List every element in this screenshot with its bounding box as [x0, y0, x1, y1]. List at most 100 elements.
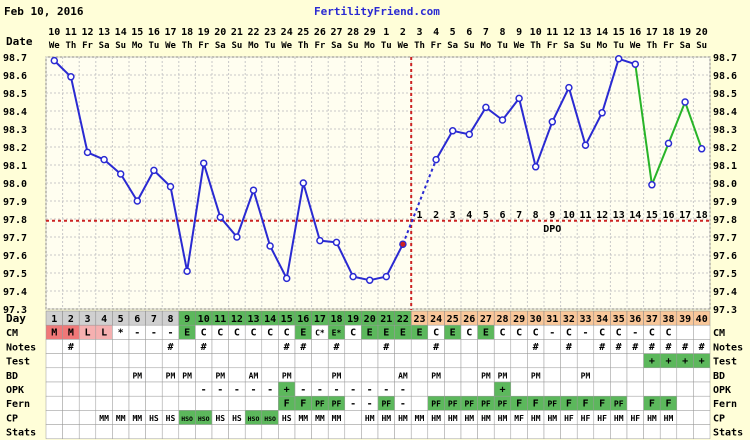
table-cell[interactable]: [78, 424, 97, 440]
table-cell[interactable]: [95, 367, 113, 383]
table-cell[interactable]: [510, 381, 528, 397]
table-cell[interactable]: [211, 424, 229, 440]
table-cell[interactable]: [45, 353, 63, 369]
temp-point[interactable]: [266, 242, 274, 250]
table-cell[interactable]: [576, 339, 595, 354]
temp-point[interactable]: [100, 155, 108, 164]
table-cell[interactable]: [112, 424, 130, 440]
table-cell[interactable]: [460, 424, 478, 440]
table-cell[interactable]: [444, 381, 462, 397]
table-cell[interactable]: [327, 424, 346, 440]
table-cell[interactable]: [195, 353, 213, 369]
table-cell[interactable]: [311, 339, 329, 354]
table-cell[interactable]: [145, 395, 163, 411]
table-cell[interactable]: [576, 424, 595, 440]
table-cell[interactable]: [178, 424, 196, 440]
table-cell[interactable]: [527, 381, 545, 397]
table-cell[interactable]: [228, 424, 246, 440]
table-cell[interactable]: [361, 367, 379, 383]
table-cell[interactable]: [460, 353, 478, 369]
temp-point[interactable]: [482, 103, 490, 112]
table-cell[interactable]: [626, 424, 644, 440]
temp-point[interactable]: [382, 272, 391, 281]
table-cell[interactable]: [62, 367, 80, 383]
table-cell[interactable]: [78, 353, 97, 369]
table-cell[interactable]: [361, 424, 379, 440]
table-cell[interactable]: [95, 381, 113, 397]
table-cell[interactable]: [477, 353, 495, 369]
table-cell[interactable]: [560, 424, 578, 440]
temp-point[interactable]: [50, 56, 59, 65]
table-cell[interactable]: [344, 339, 362, 354]
table-cell[interactable]: [344, 424, 362, 440]
temp-point[interactable]: [249, 186, 258, 194]
table-cell[interactable]: [477, 424, 495, 440]
table-cell[interactable]: [659, 424, 678, 440]
table-cell[interactable]: [460, 339, 478, 354]
table-cell[interactable]: [95, 339, 113, 354]
table-cell[interactable]: [244, 353, 263, 369]
table-cell[interactable]: [294, 424, 312, 440]
temp-point[interactable]: [365, 276, 374, 284]
table-cell[interactable]: [410, 424, 429, 440]
table-cell[interactable]: [693, 381, 711, 397]
table-cell[interactable]: [211, 339, 229, 354]
table-cell[interactable]: [659, 381, 678, 397]
table-cell[interactable]: [45, 381, 63, 397]
table-cell[interactable]: [626, 367, 644, 383]
temp-point[interactable]: [448, 127, 457, 135]
table-cell[interactable]: [659, 367, 678, 383]
table-cell[interactable]: [344, 410, 362, 425]
table-cell[interactable]: [410, 395, 429, 411]
table-cell[interactable]: [261, 395, 279, 411]
table-cell[interactable]: [543, 339, 561, 354]
table-cell[interactable]: [261, 367, 279, 383]
table-cell[interactable]: [444, 353, 462, 369]
table-cell[interactable]: [410, 367, 429, 383]
table-cell[interactable]: [78, 367, 97, 383]
table-cell[interactable]: [527, 424, 545, 440]
table-cell[interactable]: [527, 353, 545, 369]
table-cell[interactable]: [45, 410, 63, 425]
table-cell[interactable]: [493, 339, 512, 354]
table-cell[interactable]: [45, 367, 63, 383]
temp-point[interactable]: [316, 236, 324, 245]
temp-point[interactable]: [581, 141, 590, 149]
table-cell[interactable]: [510, 367, 528, 383]
table-cell[interactable]: [112, 367, 130, 383]
table-cell[interactable]: [593, 367, 611, 383]
table-cell[interactable]: [128, 339, 146, 354]
table-cell[interactable]: [610, 424, 628, 440]
projected-point[interactable]: [648, 181, 656, 189]
table-cell[interactable]: [560, 367, 578, 383]
table-cell[interactable]: [78, 339, 97, 354]
table-cell[interactable]: [460, 381, 478, 397]
temp-point[interactable]: [150, 166, 158, 175]
temp-point[interactable]: [133, 197, 142, 205]
table-cell[interactable]: [361, 339, 379, 354]
temp-point[interactable]: [515, 94, 523, 103]
temp-point[interactable]: [233, 233, 241, 241]
table-cell[interactable]: [626, 353, 644, 369]
temp-point[interactable]: [299, 179, 308, 187]
table-cell[interactable]: [62, 353, 80, 369]
table-cell[interactable]: [593, 424, 611, 440]
table-cell[interactable]: [228, 395, 246, 411]
temp-point[interactable]: [498, 116, 507, 124]
table-cell[interactable]: [693, 410, 711, 425]
table-cell[interactable]: [676, 424, 694, 440]
table-cell[interactable]: [693, 424, 711, 440]
temp-point[interactable]: [166, 182, 175, 191]
table-cell[interactable]: [676, 367, 694, 383]
table-cell[interactable]: [344, 367, 362, 383]
table-cell[interactable]: [62, 395, 80, 411]
table-cell[interactable]: [543, 381, 561, 397]
table-cell[interactable]: [244, 395, 263, 411]
table-cell[interactable]: [477, 339, 495, 354]
table-cell[interactable]: [195, 395, 213, 411]
table-cell[interactable]: [477, 381, 495, 397]
table-cell[interactable]: [576, 353, 595, 369]
table-cell[interactable]: [178, 395, 196, 411]
table-cell[interactable]: [444, 339, 462, 354]
temp-point[interactable]: [216, 213, 225, 221]
